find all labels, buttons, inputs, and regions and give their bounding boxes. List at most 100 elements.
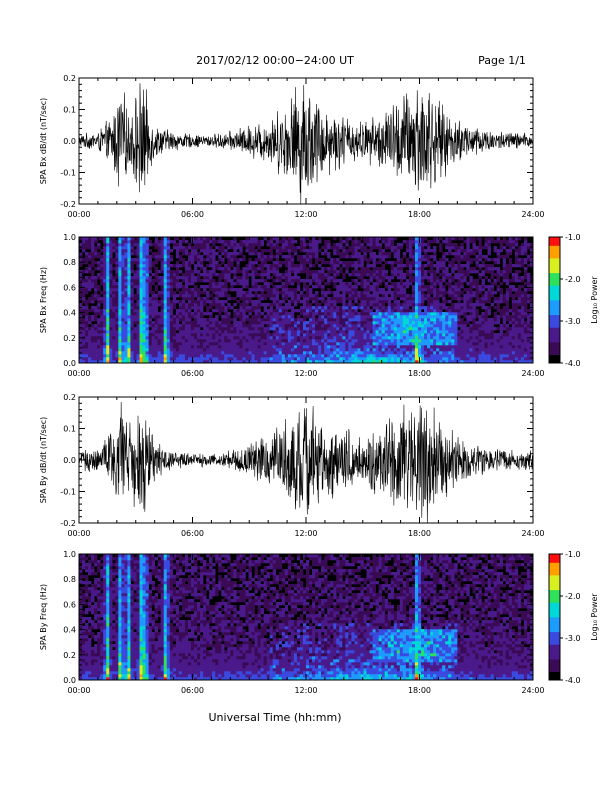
spectrogram-cell [360,309,363,312]
spectrogram-cell [242,348,245,351]
spectrogram-cell [264,264,267,267]
spectrogram-cell [146,333,149,336]
spectrogram-cell [391,282,394,285]
spectrogram-cell [164,282,167,285]
spectrogram-cell [379,312,382,315]
spectrogram-cell [360,246,363,249]
spectrogram-cell [412,336,415,339]
spectrogram-cell [403,291,406,294]
spectrogram-cell [197,324,200,327]
spectrogram-cell [133,243,136,246]
spectrogram-cell [315,348,318,351]
spectrogram-cell [485,339,488,342]
spectrogram-cell [248,246,251,249]
spectrogram-cell [309,255,312,258]
spectrogram-cell [239,291,242,294]
spectrogram-cell [433,357,436,360]
spectrogram-cell [245,336,248,339]
spectrogram-cell [367,315,370,318]
spectrogram-cell [351,306,354,309]
spectrogram-cell [297,339,300,342]
spectrogram-cell [276,357,279,360]
spectrogram-cell [406,354,409,357]
spectrogram-cell [282,246,285,249]
spectrogram-cell [124,261,127,264]
spectrogram-cell [291,258,294,261]
spectrogram-cell [276,330,279,333]
spectrogram-cell [309,327,312,330]
spectrogram-cell [294,327,297,330]
spectrogram-cell [466,282,469,285]
spectrogram-cell [406,300,409,303]
spectrogram-cell [385,306,388,309]
spectrogram-cell [255,327,258,330]
spectrogram-cell [264,339,267,342]
spectrogram-cell [85,324,88,327]
spectrogram-cell [445,342,448,345]
spectrogram-cell [143,291,146,294]
spectrogram-cell [252,318,255,321]
spectrogram-cell [206,312,209,315]
spectrogram-cell [391,261,394,264]
spectrogram-cell [146,309,149,312]
spectrogram-cell [433,309,436,312]
spectrogram-cell [176,276,179,279]
spectrogram-cell [255,330,258,333]
spectrogram-cell [282,330,285,333]
spectrogram-cell [88,321,91,324]
spectrogram-cell [367,303,370,306]
spectrogram-cell [137,351,140,354]
spectrogram-cell [227,306,230,309]
spectrogram-cell [472,318,475,321]
spectrogram-cell [279,246,282,249]
spectrogram-cell [94,318,97,321]
spectrogram-cell [382,300,385,303]
spectrogram-cell [94,246,97,249]
spectrogram-cell [315,312,318,315]
spectrogram-cell [261,354,264,357]
spectrogram-cell [315,243,318,246]
spectrogram-cell [188,342,191,345]
spectrogram-cell [239,279,242,282]
spectrogram-cell [236,267,239,270]
spectrogram-cell [182,312,185,315]
spectrogram-cell [82,300,85,303]
spectrogram-cell [221,339,224,342]
spectrogram-cell [221,315,224,318]
spectrogram-cell [200,303,203,306]
spectrogram-cell [479,303,482,306]
spectrogram-cell [267,294,270,297]
spectrogram-cell [127,282,130,285]
spectrogram-cell [367,297,370,300]
spectrogram-cell [385,351,388,354]
spectrogram-cell [127,270,130,273]
spectrogram-cell [82,246,85,249]
spectrogram-cell [373,339,376,342]
spectrogram-cell [137,297,140,300]
spectrogram-cell [460,249,463,252]
spectrogram-cell [379,324,382,327]
spectrogram-cell [245,348,248,351]
spectrogram-cell [364,321,367,324]
spectrogram-cell [482,279,485,282]
spectrogram-cell [158,321,161,324]
spectrogram-cell [472,345,475,348]
spectrogram-cell [91,300,94,303]
spectrogram-cell [109,282,112,285]
spectrogram-cell [264,327,267,330]
spectrogram-cell [167,243,170,246]
spectrogram-cell [472,354,475,357]
spectrogram-cell [127,246,130,249]
spectrogram-cell [252,294,255,297]
spectrogram-cell [115,303,118,306]
spectrogram-cell [200,285,203,288]
spectrogram-cell [291,327,294,330]
spectrogram-cell [224,327,227,330]
spectrogram-cell [460,348,463,351]
spectrogram-cell [270,327,273,330]
spectrogram-cell [215,357,218,360]
spectrogram-cell [318,264,321,267]
spectrogram-cell [94,240,97,243]
spectrogram-cell [236,330,239,333]
spectrogram-cell [182,336,185,339]
